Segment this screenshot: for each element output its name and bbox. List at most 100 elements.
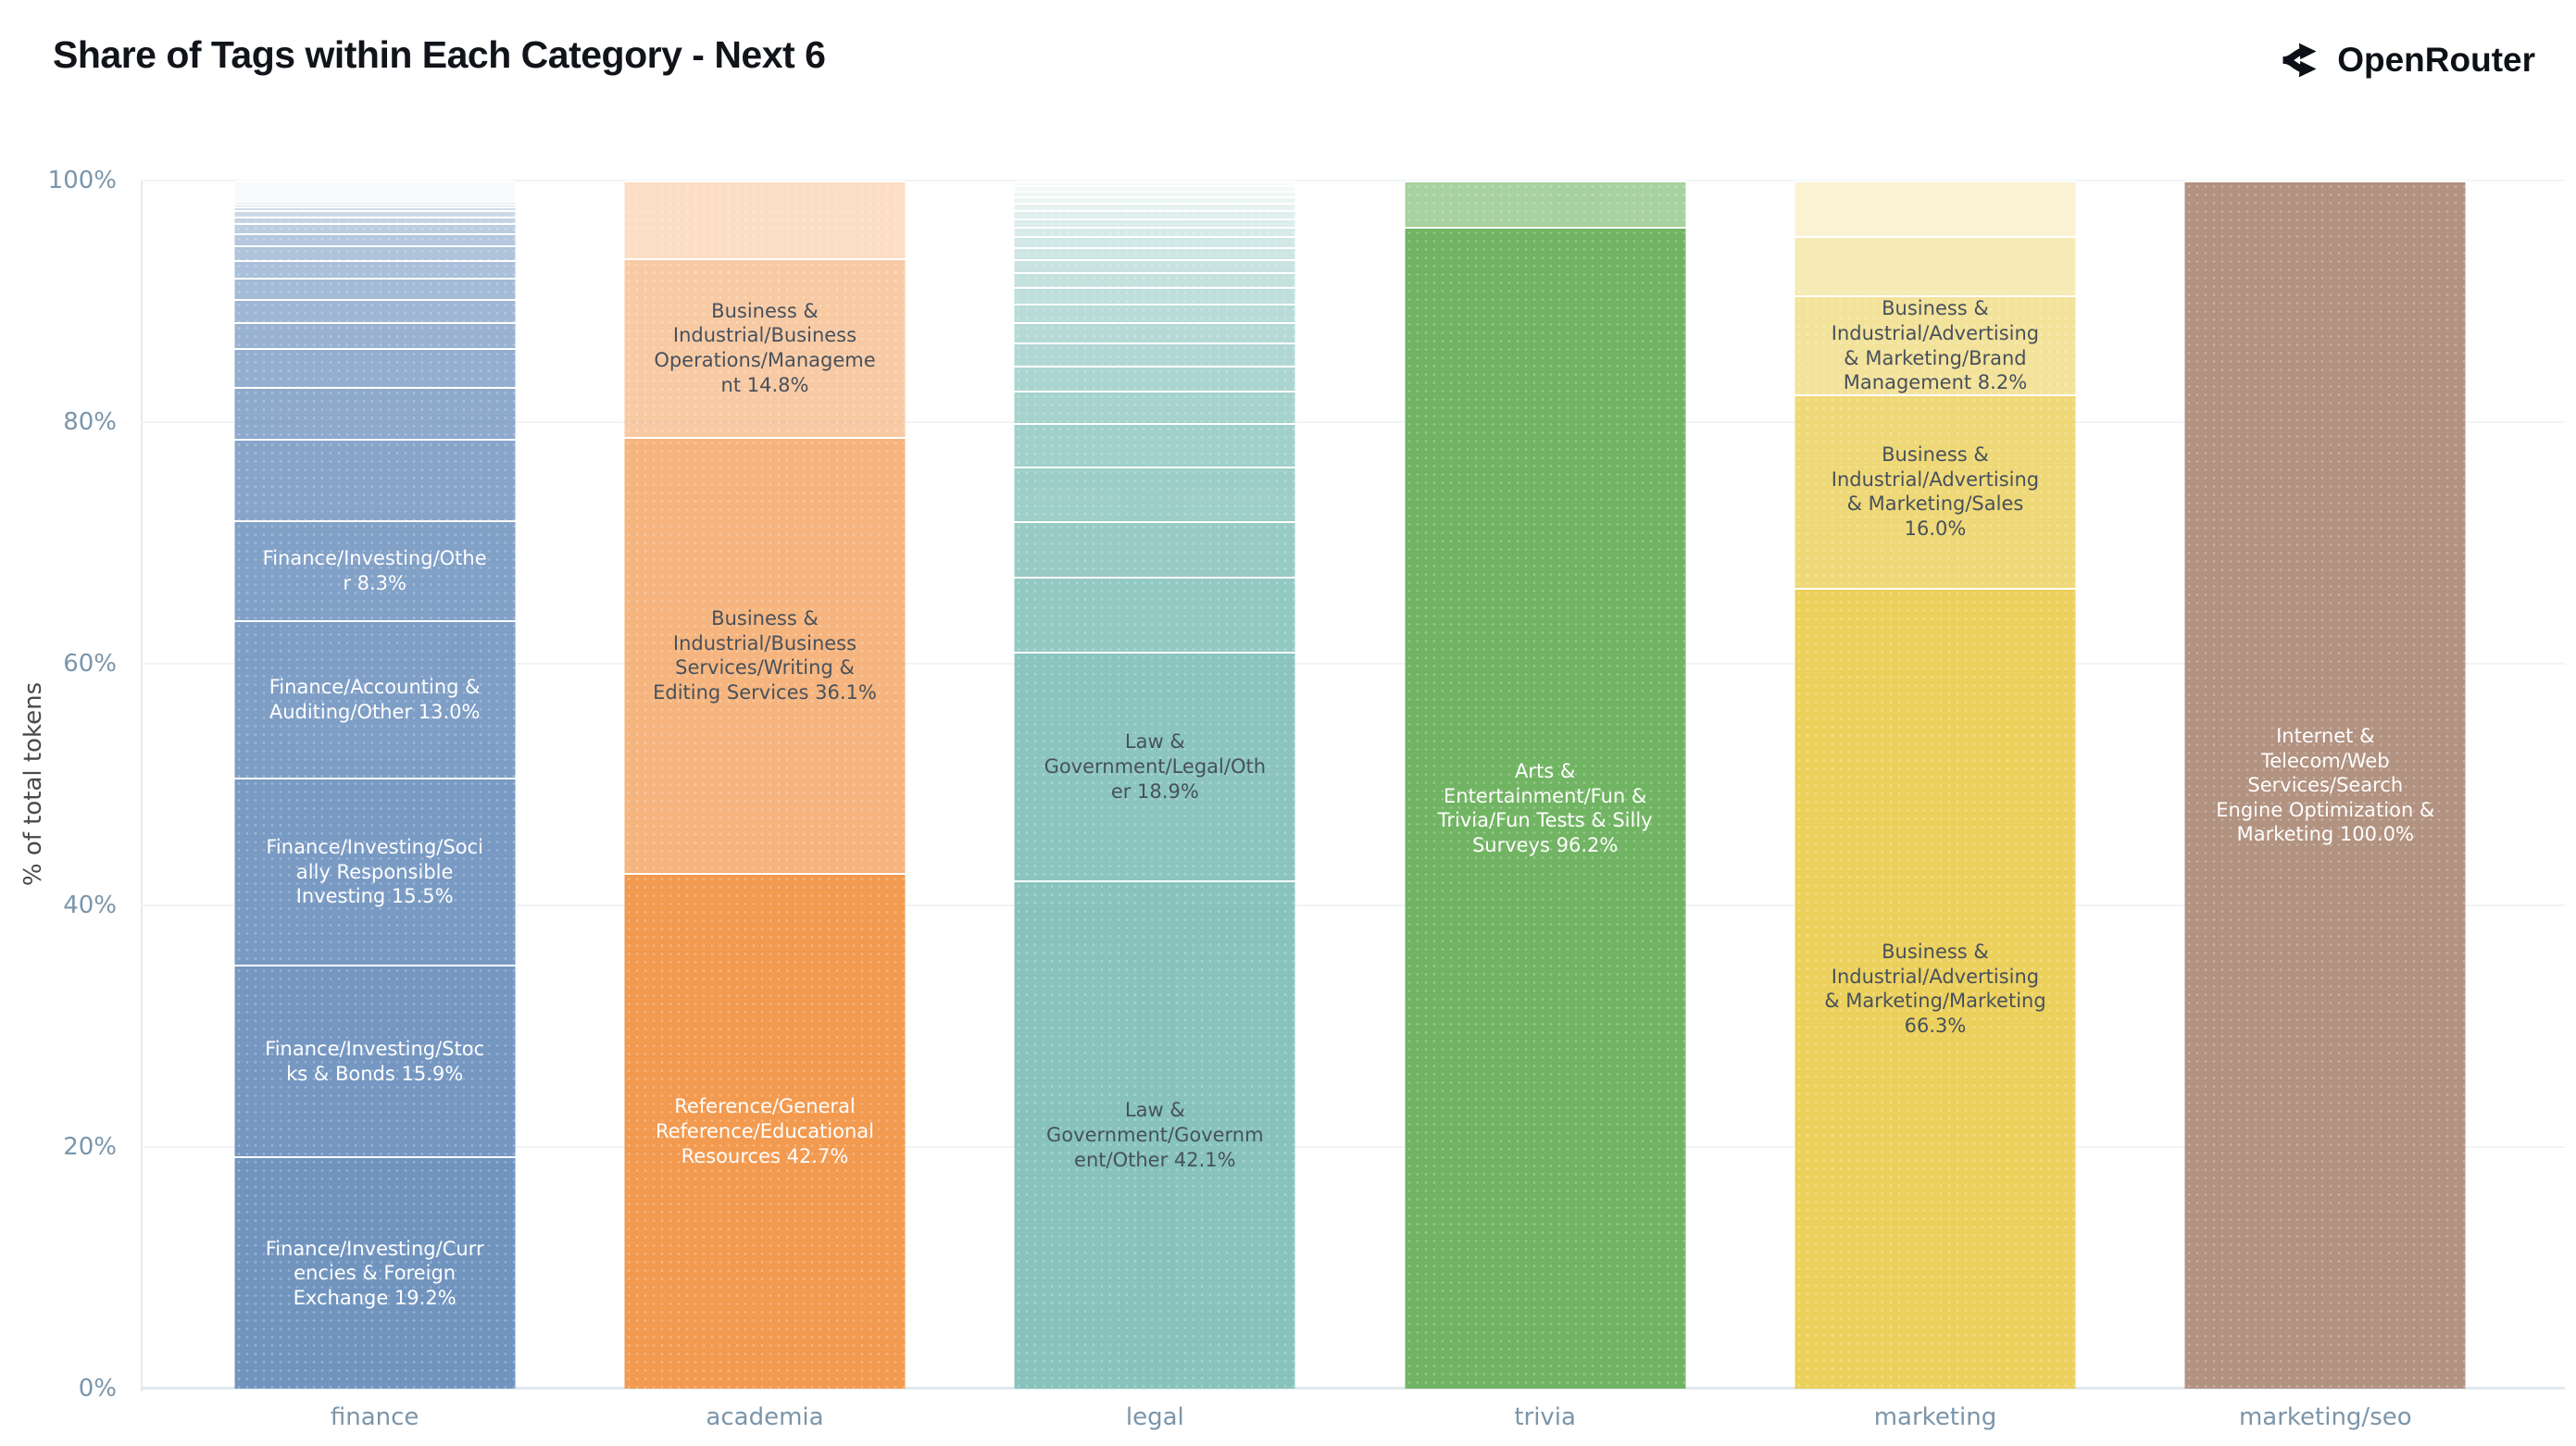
bar-segment[interactable] [234, 298, 516, 322]
bar-segment[interactable] [1014, 236, 1295, 247]
bar-segment[interactable]: Finance/Investing/Stocks & Bonds 15.9% [234, 964, 516, 1157]
bar-slot-finance: Finance/Investing/Currencies & Foreign E… [180, 181, 569, 1389]
brand: OpenRouter [2280, 39, 2535, 81]
bar-slot-legal: Law & Government/Government/Other 42.1% L… [960, 181, 1350, 1389]
category-label-marketing: marketing [1873, 1403, 1997, 1431]
bar-segment[interactable] [1014, 184, 1295, 191]
bar-segment[interactable]: Law & Government/Government/Other 42.1% [1014, 879, 1295, 1389]
bar-segment[interactable] [234, 321, 516, 349]
segment-label: Finance/Investing/Stocks & Bonds 15.9% [265, 1038, 485, 1085]
bar-slot-marketing/seo: Internet & Telecom/Web Services/Search E… [2131, 181, 2520, 1389]
bar-segment[interactable] [234, 259, 516, 279]
plot-area[interactable]: Finance/Investing/Currencies & Foreign E… [141, 180, 2565, 1390]
bar-segment[interactable]: Business & Industrial/Advertising & Mark… [1794, 587, 2076, 1389]
y-axis-ticks: 0% 20% 40% 60% 80% 100% [0, 167, 128, 1402]
bar-segment[interactable] [1014, 391, 1295, 424]
y-tick-label: 20% [63, 1133, 117, 1161]
segment-label: Finance/Investing/Other 8.3% [262, 547, 487, 594]
bar-slot-marketing: Business & Industrial/Advertising & Mark… [1740, 181, 2130, 1389]
segment-label: Finance/Investing/Currencies & Foreign E… [265, 1237, 484, 1310]
stacked-bar-academia: Reference/General Reference/Educational … [624, 181, 906, 1389]
stacked-bar-marketing: Business & Industrial/Advertising & Mark… [1794, 181, 2076, 1389]
segment-label: Business & Industrial/Advertising & Mark… [1824, 941, 2046, 1038]
bar-segment[interactable] [234, 181, 516, 201]
bar-segment[interactable] [1014, 467, 1295, 522]
segment-label: Business & Industrial/Business Services/… [653, 606, 877, 704]
stacked-bar-marketing/seo: Internet & Telecom/Web Services/Search E… [2184, 181, 2466, 1389]
bar-segment[interactable] [1014, 342, 1295, 366]
bar-segment[interactable]: Arts & Entertainment/Fun & Trivia/Fun Te… [1405, 226, 1686, 1389]
bar-segment[interactable]: Business & Industrial/Advertising & Mark… [1794, 295, 2076, 394]
bar-segment[interactable] [1014, 286, 1295, 305]
brand-name: OpenRouter [2337, 41, 2535, 79]
segment-label: Finance/Investing/Socially Responsible I… [266, 835, 483, 908]
bar-segment[interactable] [234, 244, 516, 260]
bar-segment[interactable] [1794, 236, 2076, 295]
category-label-finance: finance [330, 1403, 419, 1431]
bar-segment[interactable] [1014, 218, 1295, 227]
bar-segment[interactable] [1014, 196, 1295, 204]
bar-segment[interactable] [1014, 365, 1295, 392]
y-tick-label: 40% [63, 891, 117, 919]
segment-label: Business & Industrial/Business Operation… [654, 299, 876, 396]
category-label-marketing/seo: marketing/seo [2238, 1403, 2412, 1431]
bar-segment[interactable] [1014, 304, 1295, 322]
bar-segment[interactable]: Finance/Investing/Socially Responsible I… [234, 777, 516, 965]
bar-segment[interactable] [1014, 246, 1295, 259]
segment-label: Business & Industrial/Advertising & Mark… [1831, 297, 2040, 394]
bar-segment[interactable]: Law & Government/Legal/Other 18.9% [1014, 651, 1295, 880]
gridline-100% [141, 180, 2565, 181]
bar-segment[interactable] [234, 439, 516, 520]
y-tick-label: 60% [63, 650, 117, 678]
bar-segment[interactable] [234, 387, 516, 440]
gridline-0% [141, 1387, 2565, 1390]
bar-segment[interactable] [1014, 210, 1295, 218]
stacked-bar-finance: Finance/Investing/Currencies & Foreign E… [234, 181, 516, 1389]
bar-segment[interactable]: Finance/Investing/Other 8.3% [234, 519, 516, 621]
bar-segment[interactable] [1014, 190, 1295, 197]
bar-segment[interactable] [1014, 423, 1295, 467]
y-tick-label: 0% [78, 1375, 117, 1402]
category-label-trivia: trivia [1514, 1403, 1576, 1431]
bar-segment[interactable] [234, 206, 516, 211]
bar-segment[interactable] [1014, 321, 1295, 343]
segment-label: Law & Government/Legal/Other 18.9% [1044, 730, 1267, 803]
stacked-bar-legal: Law & Government/Government/Other 42.1% L… [1014, 181, 1295, 1389]
y-tick-label: 80% [63, 408, 117, 436]
bar-segment[interactable] [234, 210, 516, 217]
bar-segment[interactable] [1405, 181, 1686, 227]
bar-segment[interactable] [234, 348, 516, 388]
bar-slot-academia: Reference/General Reference/Educational … [569, 181, 959, 1389]
bar-segment[interactable] [1794, 181, 2076, 237]
category-label-legal: legal [1125, 1403, 1184, 1431]
bar-segment[interactable] [1014, 272, 1295, 287]
bar-segment[interactable] [1014, 258, 1295, 273]
page-title: Share of Tags within Each Category - Nex… [53, 33, 826, 76]
category-label-academia: academia [706, 1403, 824, 1431]
bar-segment[interactable]: Business & Industrial/Business Operation… [624, 257, 906, 437]
bar-segment[interactable]: Finance/Accounting & Auditing/Other 13.0… [234, 620, 516, 778]
bar-segment[interactable] [234, 203, 516, 207]
bar-segment[interactable] [234, 200, 516, 204]
segment-label: Reference/General Reference/Educational … [655, 1095, 875, 1167]
y-tick-label: 100% [47, 167, 117, 194]
bar-segment[interactable]: Internet & Telecom/Web Services/Search E… [2184, 181, 2466, 1389]
bar-segment[interactable]: Finance/Investing/Currencies & Foreign E… [234, 1156, 516, 1389]
bar-segment[interactable]: Reference/General Reference/Educational … [624, 872, 906, 1389]
bar-segment[interactable] [1014, 203, 1295, 211]
gridline-80% [141, 421, 2565, 423]
gridline-40% [141, 904, 2565, 906]
bar-segment[interactable] [234, 216, 516, 224]
bar-segment[interactable] [1014, 577, 1295, 652]
bar-segment[interactable] [234, 232, 516, 245]
bar-segment[interactable] [1014, 521, 1295, 578]
segment-label: Finance/Accounting & Auditing/Other 13.0… [269, 676, 481, 723]
bar-segment[interactable]: Business & Industrial/Advertising & Mark… [1794, 394, 2076, 588]
bar-segment[interactable] [624, 181, 906, 258]
bar-segment[interactable] [234, 223, 516, 233]
bar-segment[interactable] [234, 278, 516, 299]
bar-segment[interactable] [1014, 181, 1295, 185]
bar-segment[interactable]: Business & Industrial/Business Services/… [624, 436, 906, 873]
bar-segment[interactable] [1014, 226, 1295, 237]
